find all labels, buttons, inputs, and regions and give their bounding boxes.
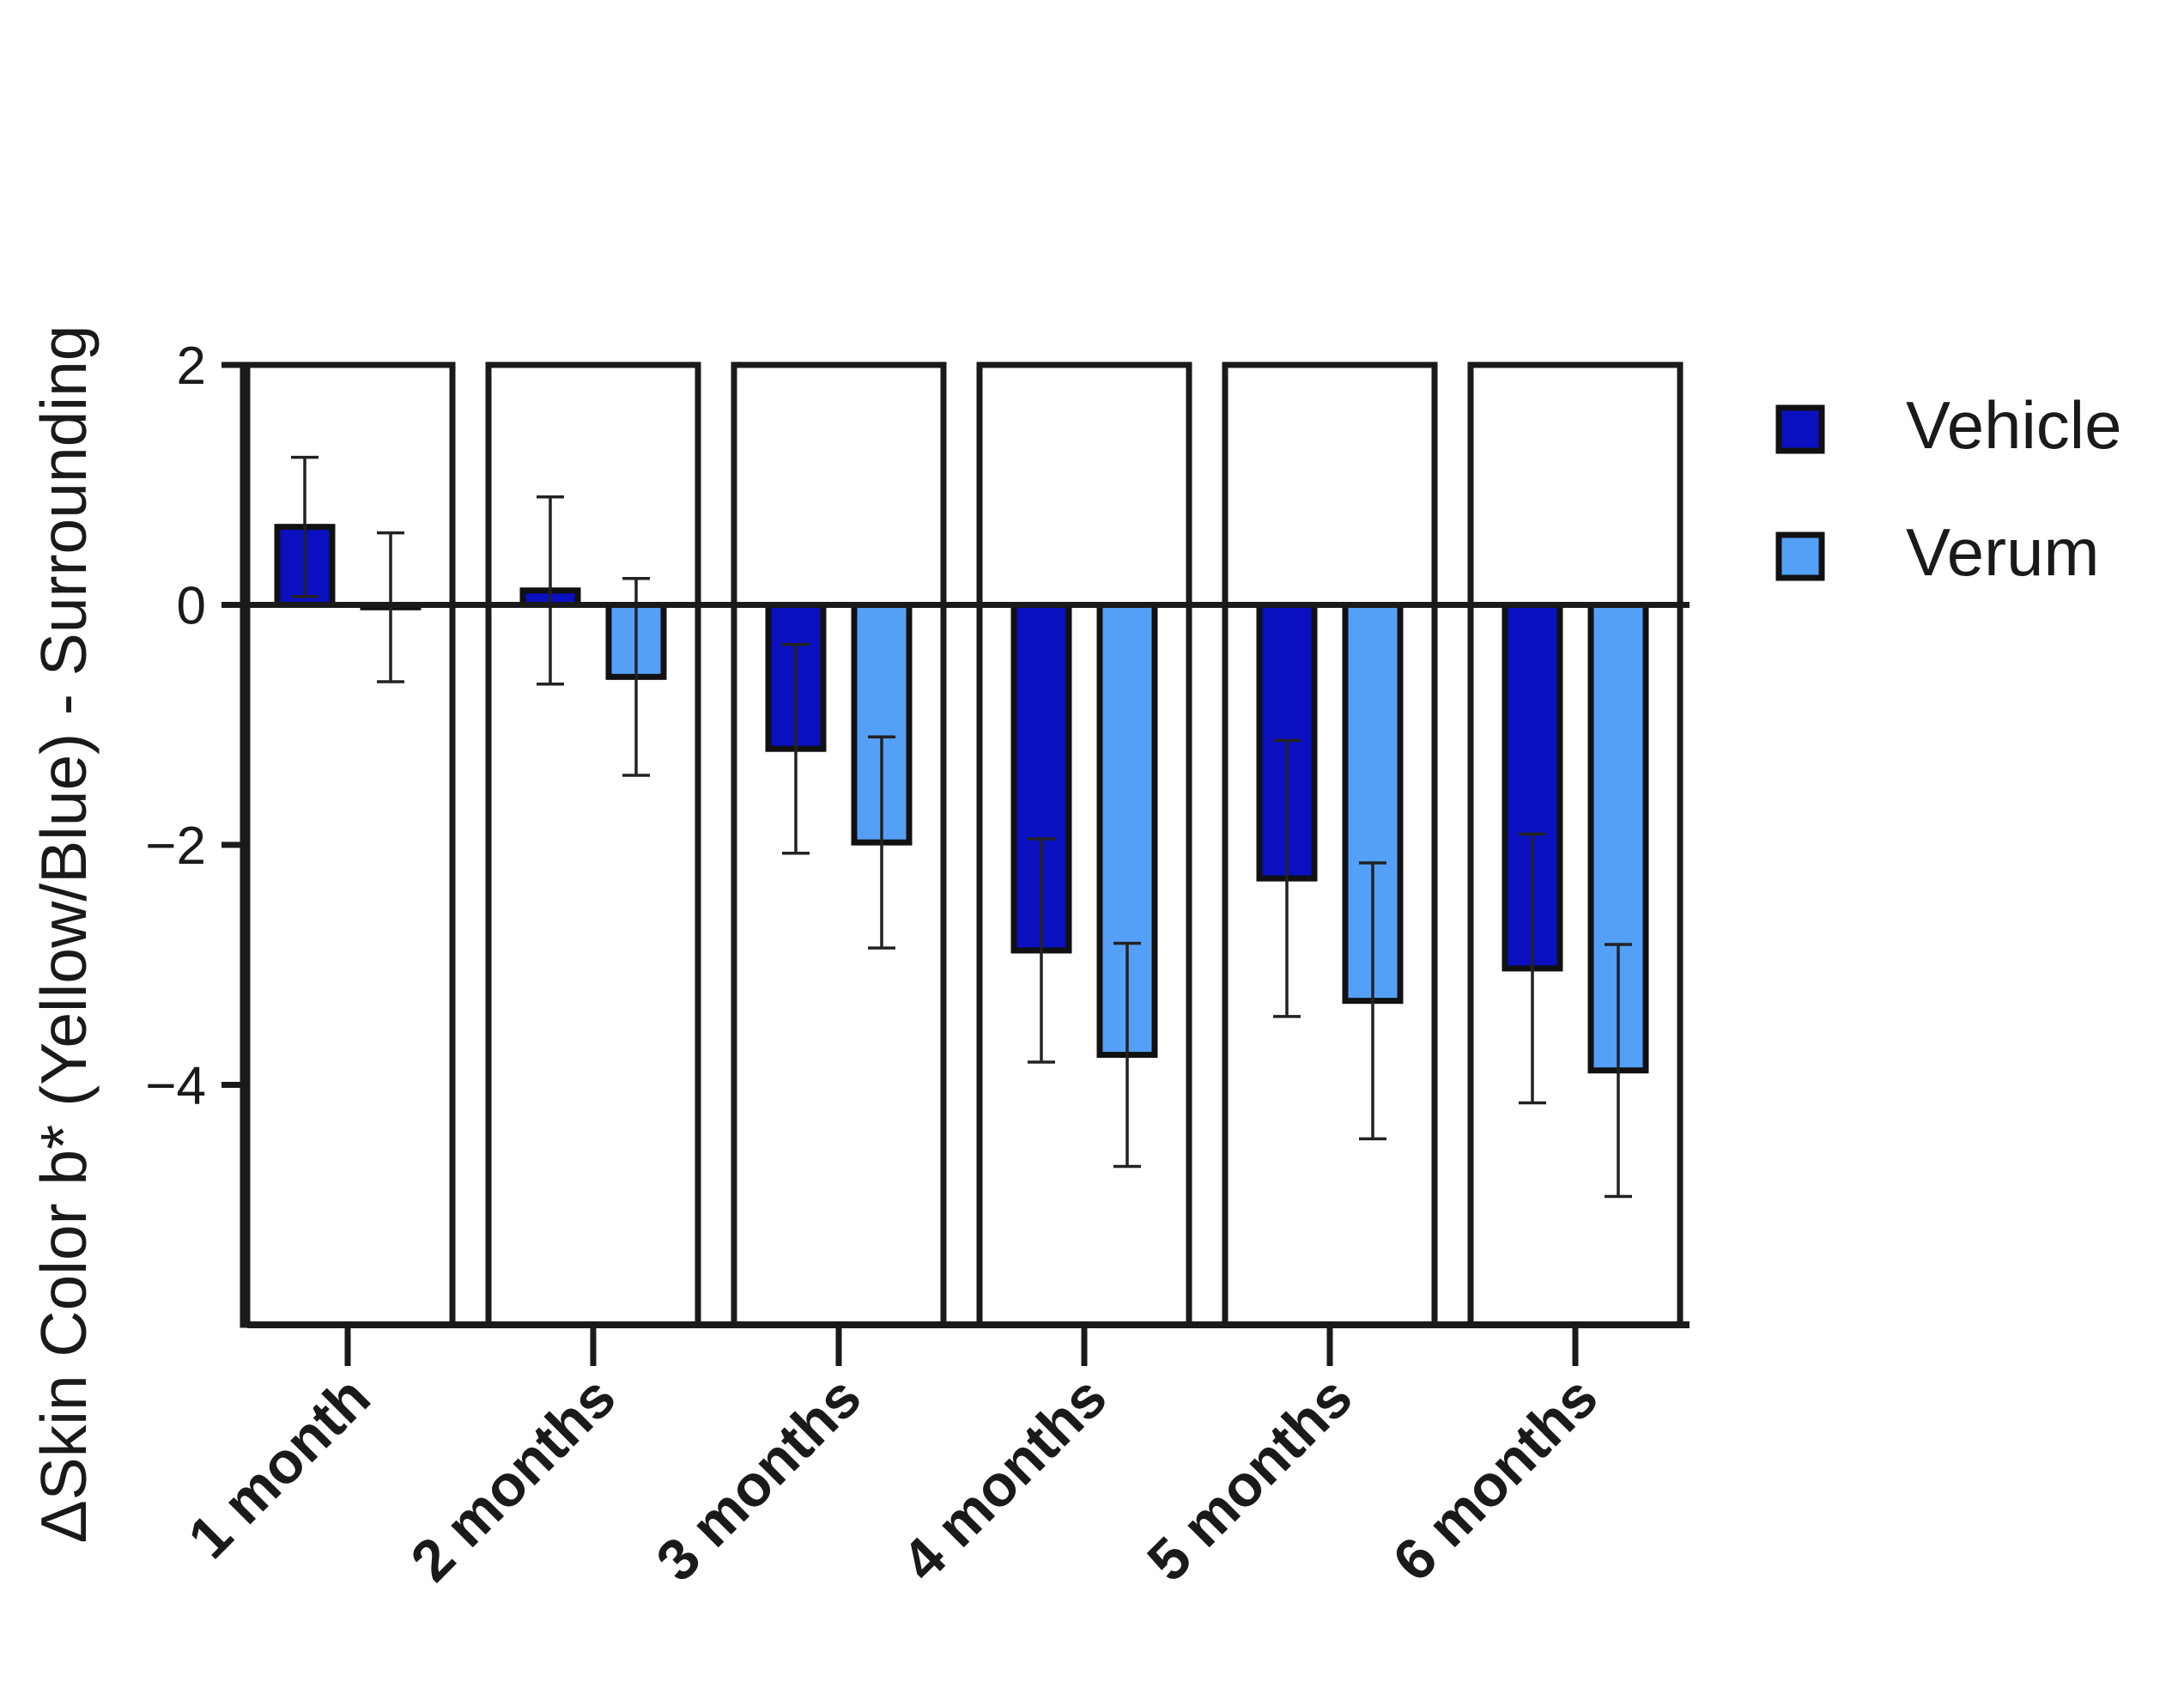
x-tick-label: 5 months (1135, 1364, 1364, 1594)
x-axis: 1 month 2 months 3 months 4 months 5 months 6… (176, 1321, 1690, 1594)
category-panel (485, 361, 701, 1328)
y-tick-label: −2 (145, 817, 206, 876)
category-panels (240, 361, 1684, 1328)
y-tick-label: 2 (177, 337, 206, 396)
legend-label-verum: Verum (1906, 514, 2099, 590)
legend-swatch-vehicle (1775, 404, 1825, 454)
x-tick-label: 3 months (644, 1364, 873, 1594)
y-tick-label: 0 (177, 577, 206, 636)
y-axis: 2 0 −2 −4 (145, 337, 251, 1327)
x-tick-label: 1 month (176, 1364, 383, 1571)
x-tick-label: 2 months (398, 1364, 628, 1594)
x-tick-label: 4 months (889, 1364, 1119, 1594)
y-tick-label: −4 (145, 1057, 206, 1116)
category-panel (240, 361, 456, 1328)
x-tick-label: 6 months (1380, 1364, 1610, 1594)
bars-layer (274, 455, 1649, 1199)
legend-swatch-verum (1775, 531, 1825, 581)
legend-label-vehicle: Vehicle (1906, 387, 2122, 463)
legend: Vehicle Verum (1775, 387, 2122, 590)
y-axis-label: ΔSkin Color b* (Yellow/Blue) - Surroundi… (27, 325, 100, 1544)
